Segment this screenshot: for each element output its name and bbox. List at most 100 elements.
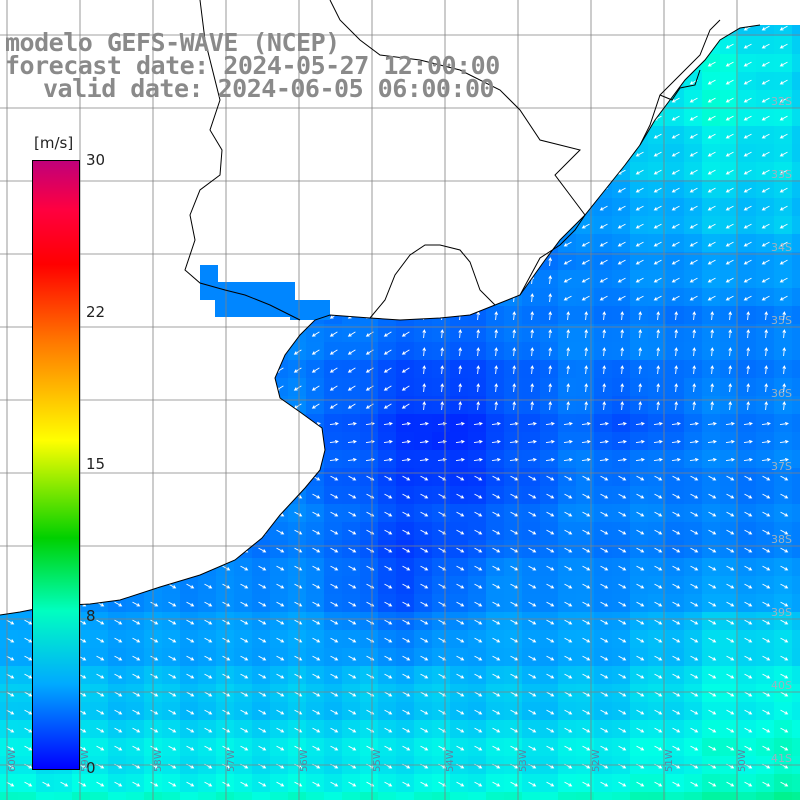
- wind-arrow: [474, 691, 483, 697]
- wind-arrow: [114, 619, 123, 625]
- wind-cell: [540, 414, 559, 433]
- wind-cell: [666, 252, 685, 271]
- wind-arrow: [743, 241, 752, 247]
- wind-cell: [774, 342, 793, 361]
- wind-arrow: [548, 293, 553, 303]
- colorbar-tick-0: 0: [86, 759, 96, 777]
- wind-arrow: [600, 655, 609, 661]
- wind-arrow: [312, 673, 321, 679]
- wind-arrow: [728, 329, 733, 339]
- wind-arrow: [708, 493, 717, 499]
- wind-cell: [702, 432, 721, 451]
- longitude-label: 50W: [737, 749, 748, 772]
- wind-cell: [792, 612, 800, 631]
- wind-cell: [702, 342, 721, 361]
- wind-arrow: [744, 781, 753, 787]
- wind-arrow: [546, 601, 555, 607]
- wind-arrow: [654, 673, 663, 679]
- wind-arrow: [258, 673, 267, 679]
- wind-arrow: [402, 475, 411, 481]
- wind-cell: [486, 378, 505, 397]
- wind-arrow: [617, 457, 627, 462]
- wind-arrow: [654, 565, 663, 571]
- wind-cell: [504, 342, 523, 361]
- wind-cell: [684, 270, 703, 289]
- wind-cell: [306, 342, 325, 361]
- wind-arrow: [764, 311, 769, 321]
- wind-arrow: [708, 637, 717, 643]
- wind-arrow: [132, 781, 141, 787]
- wind-cell: [774, 90, 793, 109]
- wind-arrow: [24, 691, 33, 697]
- wind-arrow: [581, 421, 591, 426]
- wind-cell: [594, 378, 613, 397]
- wind-cell: [738, 252, 757, 271]
- wind-cell: [594, 252, 613, 271]
- wind-arrow: [582, 781, 591, 787]
- wind-arrow: [240, 709, 249, 715]
- wind-cell: [54, 792, 73, 800]
- wind-arrow: [780, 601, 789, 607]
- wind-cell: [756, 396, 775, 415]
- wind-arrow: [672, 511, 681, 517]
- wind-arrow: [635, 187, 644, 193]
- wind-arrow: [258, 655, 267, 661]
- wind-cell: [774, 378, 793, 397]
- wind-arrow: [492, 565, 501, 571]
- wind-arrow: [689, 277, 698, 283]
- wind-arrow: [329, 457, 339, 462]
- wind-arrow: [438, 547, 447, 553]
- wind-arrow: [528, 583, 537, 589]
- wind-arrow: [528, 565, 537, 571]
- wind-arrow: [510, 745, 519, 751]
- wind-cell: [414, 396, 433, 415]
- wind-arrow: [744, 655, 753, 661]
- wind-cell: [684, 324, 703, 343]
- wind-arrow: [384, 727, 393, 733]
- wind-cell: [738, 162, 757, 181]
- wind-arrow: [725, 187, 734, 193]
- wind-cell: [558, 792, 577, 800]
- wind-cell: [648, 270, 667, 289]
- wind-arrow: [530, 311, 535, 321]
- wind-arrow: [294, 727, 303, 733]
- wind-cell: [756, 270, 775, 289]
- wind-cell: [396, 342, 415, 361]
- wind-arrow: [725, 439, 735, 444]
- wind-cell: [792, 324, 800, 343]
- wind-cell: [792, 54, 800, 73]
- wind-arrow: [566, 365, 571, 375]
- wind-cell: [504, 792, 523, 800]
- wind-arrow: [348, 601, 357, 607]
- wind-arrow: [692, 401, 697, 411]
- wind-arrow: [654, 727, 663, 733]
- wind-arrow: [690, 727, 699, 733]
- wind-cell: [630, 324, 649, 343]
- wind-arrow: [330, 637, 339, 643]
- wind-arrow: [294, 781, 303, 787]
- wind-arrow: [330, 673, 339, 679]
- wind-cell: [540, 432, 559, 451]
- wind-arrow: [672, 619, 681, 625]
- wind-arrow: [620, 365, 625, 375]
- wind-arrow: [258, 547, 267, 553]
- wind-arrow: [707, 205, 716, 211]
- wind-cell: [486, 432, 505, 451]
- wind-cell: [594, 306, 613, 325]
- wind-arrow: [240, 727, 249, 733]
- wind-arrow: [438, 583, 447, 589]
- wind-arrow: [582, 601, 591, 607]
- wind-arrow: [635, 277, 644, 283]
- wind-cell: [720, 198, 739, 217]
- wind-arrow: [402, 781, 411, 787]
- wind-arrow: [420, 637, 429, 643]
- wind-arrow: [258, 691, 267, 697]
- wind-arrow: [347, 439, 357, 444]
- wind-arrow: [582, 511, 591, 517]
- wind-arrow: [528, 691, 537, 697]
- wind-cell: [486, 360, 505, 379]
- wind-arrow: [564, 637, 573, 643]
- wind-cell: [612, 792, 631, 800]
- wind-arrow: [548, 365, 553, 375]
